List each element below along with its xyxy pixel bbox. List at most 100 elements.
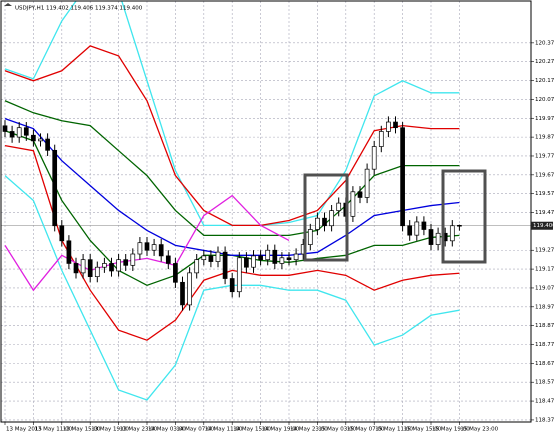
y-tick-label: 119.170	[535, 267, 554, 273]
candle-body	[307, 229, 313, 245]
candle-body	[386, 121, 391, 132]
candle-body	[194, 259, 200, 274]
candle-body	[94, 266, 100, 277]
candle-body	[130, 253, 136, 266]
chart-icon	[4, 3, 12, 6]
candle-body	[144, 242, 150, 251]
y-tick-label: 119.970	[535, 116, 554, 122]
candle-body	[244, 257, 249, 268]
x-tick-label: 13 May 23:00	[120, 427, 158, 433]
x-tick-label: 14 May 03:00	[148, 427, 186, 433]
candle-body	[251, 255, 256, 268]
x-tick-label: 15 May 11:00	[375, 427, 413, 433]
x-tick-label: 14 May 11:00	[205, 427, 243, 433]
candle-body	[180, 281, 185, 306]
y-tick-label: 118.970	[535, 304, 554, 310]
candle-body	[293, 253, 299, 261]
candle-body	[9, 131, 15, 138]
candle-body	[400, 127, 405, 227]
candle-body	[265, 249, 271, 261]
x-tick-label: 13 May 15:00	[63, 427, 101, 433]
y-tick-label: 120.070	[535, 97, 554, 103]
x-tick-label: 14 May 23:00	[290, 427, 328, 433]
y-tick-label: 120.270	[535, 59, 554, 65]
last-price-box	[531, 221, 553, 230]
candle-body	[45, 138, 50, 151]
candle-body	[393, 121, 398, 129]
candle-body	[66, 240, 72, 264]
candle-body	[38, 138, 43, 142]
candle-body	[187, 272, 192, 306]
candle-body	[414, 221, 420, 236]
candle-body	[31, 134, 36, 142]
candle-body	[52, 149, 58, 227]
highlight-box	[303, 173, 349, 262]
candle-body	[73, 263, 79, 274]
indicator-line	[4, 100, 460, 236]
y-tick-label: 118.370	[535, 417, 554, 423]
plot-frame	[0, 0, 532, 423]
candle-body	[23, 127, 29, 136]
y-tick-label: 119.070	[535, 285, 554, 291]
candle-body	[215, 251, 221, 262]
candle-body	[322, 217, 327, 227]
chart-title: USDJPY,H1 119.402 119.406 119.374 119.40…	[15, 6, 143, 12]
candle-body	[236, 257, 242, 293]
y-tick-label: 118.870	[535, 323, 554, 329]
y-tick-label: 119.870	[535, 135, 554, 141]
y-tick-label: 120.370	[535, 40, 554, 46]
x-tick-label: 15 May 23:00	[460, 427, 498, 433]
candle-body	[315, 217, 320, 230]
candle-body	[137, 242, 143, 255]
candle-body	[421, 221, 427, 230]
y-tick-label: 119.770	[535, 153, 554, 159]
y-tick-label: 118.670	[535, 361, 554, 367]
y-tick-label: 118.570	[535, 380, 554, 386]
x-tick-label: 13 May 2015	[6, 427, 42, 433]
candle-body	[279, 257, 285, 264]
candle-body	[201, 255, 207, 261]
candle-body	[229, 278, 235, 293]
y-tick-label: 120.170	[535, 78, 554, 84]
candle-body	[371, 146, 377, 170]
last-price-label: 119.400	[533, 223, 554, 229]
x-tick-label: 14 May 19:00	[262, 427, 300, 433]
candle-body	[272, 249, 278, 264]
indicator-line	[4, 194, 290, 292]
candle-body	[336, 202, 342, 212]
candle-body	[158, 244, 164, 257]
candle-body	[59, 225, 65, 242]
candle-body	[428, 229, 434, 245]
candle-body	[457, 225, 462, 227]
candle-body	[80, 259, 86, 274]
candle-body	[173, 263, 178, 283]
axis: 118.370 118.470 118.570 118.670 118.770 118.8…	[4, 40, 554, 433]
y-tick-label: 118.470	[535, 399, 554, 405]
y-tick-label: 119.670	[535, 172, 554, 178]
candle-body	[102, 263, 107, 268]
x-tick-label: 13 May 11:00	[34, 427, 72, 433]
x-tick-label: 15 May 07:00	[347, 427, 385, 433]
candle-body	[435, 232, 441, 245]
indicator-line	[4, 45, 460, 227]
candle-body	[407, 225, 413, 236]
candles	[2, 116, 462, 311]
candle-body	[2, 125, 8, 132]
candle-body	[116, 259, 121, 272]
indicator-line	[4, 144, 460, 341]
x-tick-label: 13 May 19:00	[91, 427, 129, 433]
candle-body	[208, 255, 214, 262]
candle-body	[222, 251, 228, 279]
candle-body	[16, 127, 22, 138]
indicators	[4, 1, 460, 401]
indicator-line	[4, 118, 460, 256]
candle-body	[87, 259, 93, 277]
x-tick-label: 14 May 15:00	[233, 427, 271, 433]
candle-body	[357, 191, 363, 198]
y-tick-label: 119.270	[535, 248, 554, 254]
y-tick-label: 118.770	[535, 342, 554, 348]
candle-body	[286, 257, 292, 261]
candle-body	[329, 210, 334, 227]
x-tick-label: 14 May 07:00	[176, 427, 214, 433]
